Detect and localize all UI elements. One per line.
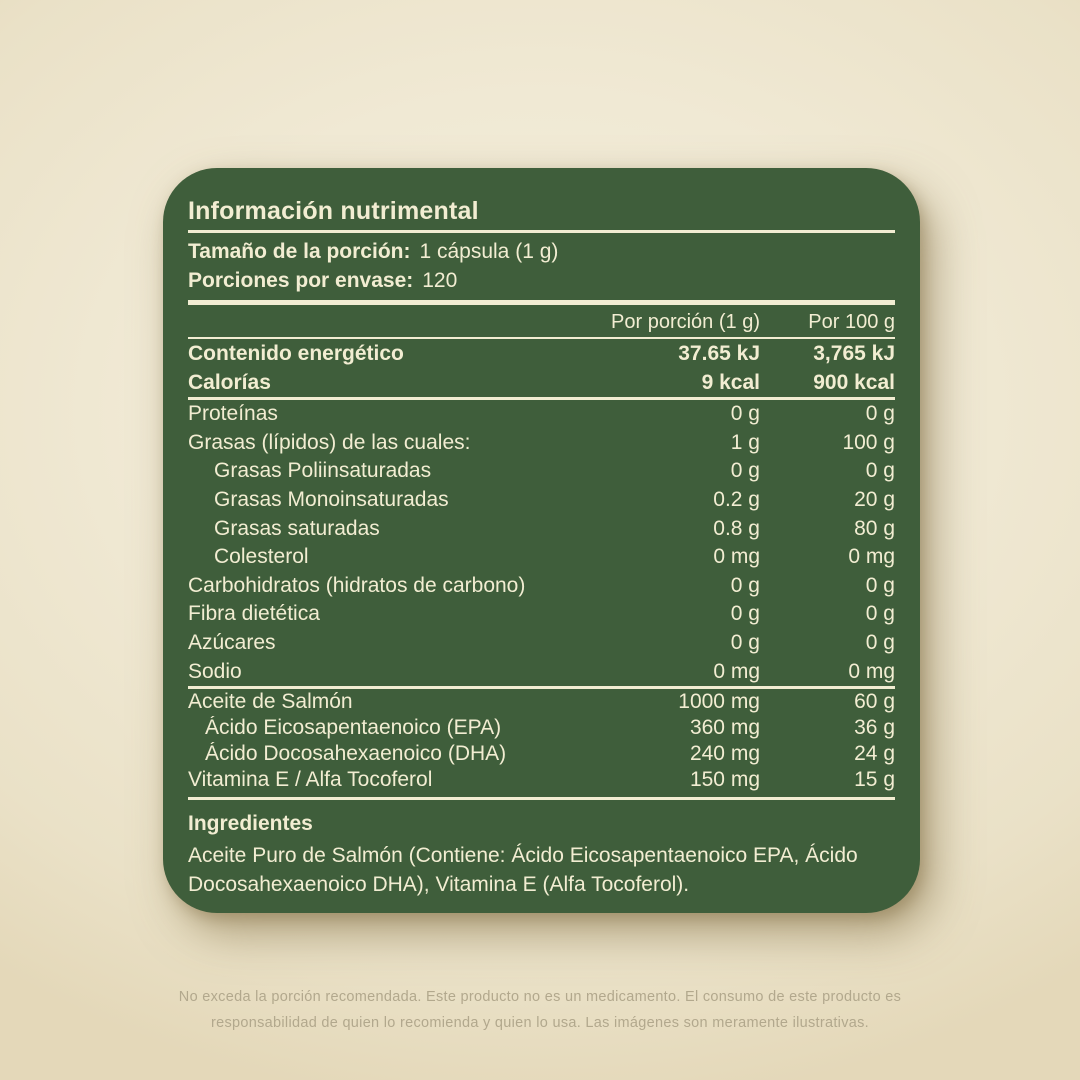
table-row: Colesterol 0 mg 0 mg <box>214 545 895 569</box>
table-row: Azúcares 0 g 0 g <box>188 631 895 655</box>
divider-thick <box>188 300 895 305</box>
table-row: Fibra dietética 0 g 0 g <box>188 602 895 626</box>
divider <box>188 337 895 339</box>
footer: No exceda la porción recomendada. Este p… <box>0 985 1080 1036</box>
table-row-calories: Calorías 9 kcal 900 kcal <box>188 370 895 394</box>
divider <box>188 230 895 233</box>
table-row: Grasas Poliinsaturadas 0 g 0 g <box>214 459 895 483</box>
table-row: Sodio 0 mg 0 mg <box>188 659 895 683</box>
column-header-per-100: Por 100 g <box>808 310 895 333</box>
servings-per-container-line: Porciones por envase: 120 <box>188 266 895 295</box>
table-row: Ácido Eicosapentaenoico (EPA) 360 mg 36 … <box>205 715 895 739</box>
servings-label: Porciones por envase: <box>188 269 414 292</box>
table-row-energy: Contenido energético 37.65 kJ 3,765 kJ <box>188 341 895 365</box>
servings-value: 120 <box>422 269 458 292</box>
serving-size-label: Tamaño de la porción: <box>188 240 411 263</box>
serving-size-line: Tamaño de la porción: 1 cápsula (1 g) <box>188 237 895 266</box>
column-header-per-serving: Por porción (1 g) <box>611 310 760 333</box>
divider <box>188 796 895 800</box>
nutrition-label-card: Información nutrimental Tamaño de la por… <box>163 168 920 913</box>
table-row: Grasas Monoinsaturadas 0.2 g 20 g <box>214 488 895 512</box>
ingredients-title: Ingredientes <box>188 811 313 835</box>
table-row: Vitamina E / Alfa Tocoferol 150 mg 15 g <box>188 767 895 791</box>
table-row: Aceite de Salmón 1000 mg 60 g <box>188 689 895 713</box>
table-row: Ácido Docosahexaenoico (DHA) 240 mg 24 g <box>205 741 895 765</box>
table-row: Carbohidratos (hidratos de carbono) 0 g … <box>188 573 895 597</box>
table-row: Grasas (lípidos) de las cuales: 1 g 100 … <box>188 430 895 454</box>
serving-size-value: 1 cápsula (1 g) <box>419 240 559 263</box>
disclaimer-text: No exceda la porción recomendada. Este p… <box>178 989 902 1031</box>
table-row: Grasas saturadas 0.8 g 80 g <box>214 516 895 540</box>
divider <box>188 397 895 400</box>
page-title: Información nutrimental <box>188 197 479 225</box>
ingredients-text: Aceite Puro de Salmón (Contiene: Ácido E… <box>188 843 858 896</box>
column-header-row: Por porción (1 g) Por 100 g <box>188 307 895 337</box>
table-row: Proteínas 0 g 0 g <box>188 402 895 426</box>
divider <box>188 685 895 689</box>
